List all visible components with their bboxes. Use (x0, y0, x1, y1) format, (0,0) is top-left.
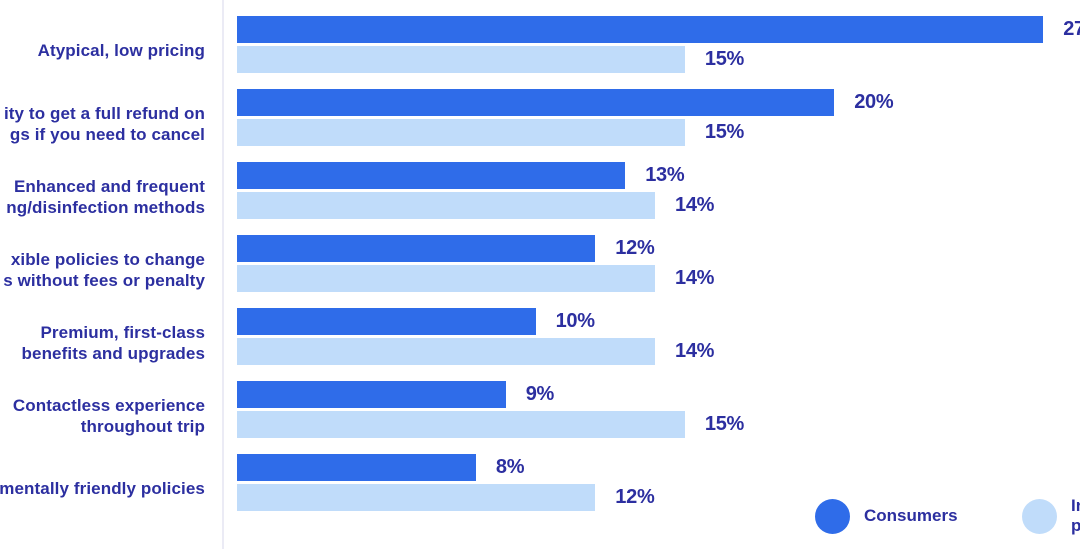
chart-row: ity to get a full refund on gs if you nee… (0, 89, 1080, 146)
category-label: mentally friendly policies (0, 460, 205, 517)
bar-consumers (237, 381, 506, 408)
legend-item-consumers: Consumers (815, 497, 958, 535)
bar-consumers (237, 89, 835, 116)
category-label: ity to get a full refund on gs if you nee… (0, 95, 205, 152)
value-label: 9% (525, 383, 555, 405)
category-label-line: mentally friendly policies (0, 479, 205, 498)
bar-industry-professionals (237, 265, 655, 292)
bar-industry-professionals (237, 338, 655, 365)
value-label: 13% (645, 164, 685, 186)
value-label: 8% (495, 456, 525, 478)
legend-color-dot-icon (1022, 498, 1057, 534)
value-label: 12% (615, 237, 655, 259)
category-label-line: ng/disinfection methods (6, 197, 205, 217)
bar-industry-professionals (237, 192, 655, 219)
legend-color-dot-icon (815, 498, 850, 534)
value-label: 14% (675, 194, 715, 216)
category-label-line: Contactless experience (12, 395, 205, 415)
value-label: 15% (704, 121, 745, 143)
bar-consumers (237, 308, 536, 335)
legend-item-industry-professionals: Inp (1022, 496, 1080, 536)
bar-consumers (237, 16, 1044, 43)
legend-label: Consumers (864, 506, 958, 526)
chart-row: mentally friendly policies 8% 12% (0, 454, 1080, 511)
value-label: 10% (555, 310, 595, 332)
category-label: Enhanced and frequent ng/disinfection met… (0, 168, 205, 225)
bar-consumers (237, 235, 596, 262)
category-label-line: ity to get a full refund on (3, 103, 205, 123)
category-label-line: throughout trip (80, 416, 205, 436)
value-label: 15% (704, 48, 745, 70)
category-label-line: Premium, first-class (40, 322, 205, 342)
category-label-line: benefits and upgrades (21, 343, 205, 363)
axis-baseline (222, 0, 224, 549)
category-label-line: s without fees or penalty (3, 270, 205, 290)
chart-row: Enhanced and frequent ng/disinfection met… (0, 162, 1080, 219)
bar-industry-professionals (237, 484, 596, 511)
chart-row: Premium, first-class benefits and upgrade… (0, 308, 1080, 365)
bar-industry-professionals (237, 411, 685, 438)
chart-row: Atypical, low pricing 27% 15% (0, 16, 1080, 73)
bar-consumers (237, 162, 626, 189)
bar-consumers (237, 454, 476, 481)
category-label-line: Atypical, low pricing (37, 41, 205, 60)
value-label: 15% (704, 413, 745, 435)
legend-label-line: In (1071, 496, 1080, 515)
category-label: Atypical, low pricing (0, 22, 205, 79)
value-label: 20% (854, 91, 894, 113)
value-label: 27% (1063, 18, 1080, 40)
bar-industry-professionals (237, 119, 685, 146)
category-label-line: Enhanced and frequent (13, 176, 205, 196)
category-label: Contactless experience throughout trip (0, 387, 205, 444)
legend-label-line: p (1071, 516, 1080, 535)
bar-industry-professionals (237, 46, 685, 73)
value-label: 14% (675, 267, 715, 289)
category-label-line: xible policies to change (10, 249, 205, 269)
category-label: Premium, first-class benefits and upgrade… (0, 314, 205, 371)
legend-label: Inp (1071, 496, 1080, 536)
chart-row: xible policies to change s without fees o… (0, 235, 1080, 292)
category-label: xible policies to change s without fees o… (0, 241, 205, 298)
value-label: 14% (675, 340, 715, 362)
value-label: 12% (615, 486, 655, 508)
chart-row: Contactless experience throughout trip 9% 1… (0, 381, 1080, 438)
legend-label-line: Consumers (864, 506, 958, 525)
category-label-line: gs if you need to cancel (9, 124, 205, 144)
